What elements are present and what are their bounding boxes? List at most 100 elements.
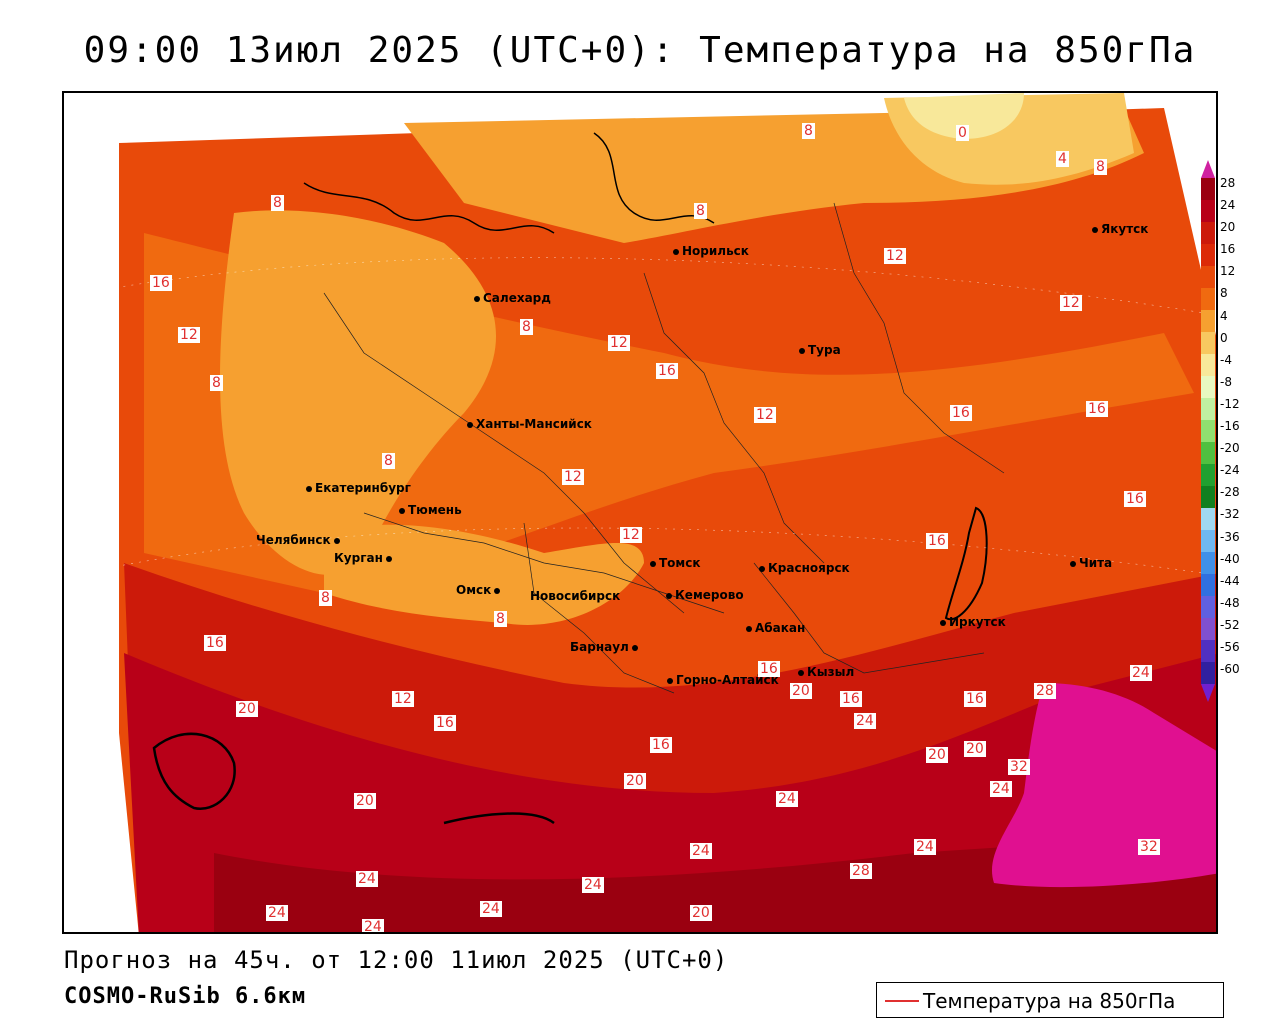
scale-swatch	[1201, 607, 1215, 618]
isoline-label: 24	[362, 919, 384, 934]
city-omsk: Омск	[456, 583, 503, 597]
isoline-label: 16	[204, 635, 226, 651]
scale-swatch	[1201, 541, 1215, 552]
scale-swatch	[1201, 387, 1215, 398]
scale-swatch	[1201, 662, 1215, 673]
isoline-label: 20	[964, 741, 986, 757]
isoline-label: 24	[266, 905, 288, 921]
city-kyzyl: Кызыл	[798, 665, 854, 679]
isoline-label: 16	[650, 737, 672, 753]
isoline-label: 8	[210, 375, 223, 391]
scale-swatch	[1201, 244, 1215, 255]
isoline-label: 8	[802, 123, 815, 139]
isoline-label: 16	[950, 405, 972, 421]
isoline-label: 12	[608, 335, 630, 351]
city-yekaterinburg: Екатеринбург	[306, 481, 411, 495]
city-tyumen: Тюмень	[399, 503, 462, 517]
scale-label: 12	[1220, 264, 1236, 279]
isoline-label: 12	[392, 691, 414, 707]
legend-line	[885, 1000, 919, 1002]
scale-swatch	[1201, 321, 1215, 332]
scale-label: -40	[1220, 551, 1240, 566]
scale-swatch	[1201, 222, 1215, 233]
isoline-label: 16	[434, 715, 456, 731]
scale-swatch	[1201, 343, 1215, 354]
scale-top-arrow	[1201, 160, 1215, 178]
isoline-label: 8	[319, 590, 332, 606]
scale-label: -8	[1220, 374, 1232, 389]
isoline-label: 32	[1008, 759, 1030, 775]
city-chita: Чита	[1070, 556, 1112, 570]
scale-swatch	[1201, 376, 1215, 387]
isoline-label: 16	[1086, 401, 1108, 417]
scale-label: 28	[1220, 176, 1236, 190]
scale-swatch	[1201, 211, 1215, 222]
scale-swatch	[1201, 442, 1215, 453]
isoline-label: 12	[178, 327, 200, 343]
scale-swatch	[1201, 596, 1215, 607]
isoline-label: 12	[884, 248, 906, 264]
scale-swatch	[1201, 398, 1215, 409]
forecast-info: Прогноз на 45ч. от 12:00 11июл 2025 (UTC…	[64, 946, 729, 974]
isoline-label: 8	[271, 195, 284, 211]
isoline-label: 24	[776, 791, 798, 807]
map-title: 09:00 13июл 2025 (UTC+0): Температура на…	[83, 30, 1197, 71]
scale-bottom-arrow	[1201, 684, 1215, 702]
scale-swatch	[1201, 409, 1215, 420]
scale-swatch	[1201, 651, 1215, 662]
scale-swatch	[1201, 618, 1215, 629]
isoline-label: 24	[690, 843, 712, 859]
isoline-label: 32	[1138, 839, 1160, 855]
scale-swatch	[1201, 310, 1215, 321]
temperature-map: Салехард Норильск Якутск Тура Ханты-Манс…	[62, 91, 1218, 934]
scale-swatch	[1201, 585, 1215, 596]
scale-swatch	[1201, 431, 1215, 442]
scale-swatch	[1201, 277, 1215, 288]
isoline-label: 8	[1094, 159, 1107, 175]
city-krasnoyarsk: Красноярск	[759, 561, 850, 575]
city-tura: Тура	[799, 343, 841, 357]
scale-swatch	[1201, 464, 1215, 475]
isoline-label: 24	[914, 839, 936, 855]
isoline-label: 24	[854, 713, 876, 729]
scale-swatch	[1201, 475, 1215, 486]
scale-label: -52	[1220, 617, 1240, 632]
scale-label: -16	[1220, 419, 1240, 434]
isoline-label: 28	[1034, 683, 1056, 699]
scale-label: 16	[1220, 242, 1236, 257]
city-novosibirsk: Новосибирск	[530, 589, 621, 603]
legend-label: Температура на 850гПа	[923, 989, 1176, 1013]
scale-swatch	[1201, 233, 1215, 244]
scale-swatch	[1201, 673, 1215, 684]
scale-label: -36	[1220, 529, 1240, 544]
scale-swatch	[1201, 508, 1215, 519]
isoline-label: 12	[562, 469, 584, 485]
scale-swatch	[1201, 574, 1215, 585]
isoline-label: 0	[956, 125, 969, 141]
scale-label: 20	[1220, 220, 1236, 235]
city-kemerovo: Кемерово	[666, 588, 744, 602]
isoline-label: 16	[964, 691, 986, 707]
scale-label: -32	[1220, 507, 1240, 522]
scale-label: -48	[1220, 595, 1240, 610]
isoline-label: 28	[850, 863, 872, 879]
city-abakan: Абакан	[746, 621, 805, 635]
isoline-label: 20	[236, 701, 258, 717]
city-salekhard: Салехард	[474, 291, 551, 305]
isoline-label: 8	[494, 611, 507, 627]
scale-swatch	[1201, 189, 1215, 200]
isoline-label: 24	[480, 901, 502, 917]
scale-label: -4	[1220, 352, 1232, 367]
scale-labels: 28 24 20 16 12 8 4 0 -4 -8 -12 -16 -20 -24 -28 -32 -36 -4…	[1220, 172, 1240, 680]
scale-label: 24	[1220, 198, 1236, 213]
isoline-label: 12	[1060, 295, 1082, 311]
isoline-label: 8	[382, 453, 395, 469]
scale-swatch	[1201, 530, 1215, 541]
scale-swatch	[1201, 497, 1215, 508]
scale-swatch	[1201, 552, 1215, 563]
scale-swatch	[1201, 486, 1215, 497]
model-name: COSMO-RuSib 6.6км	[64, 984, 307, 1009]
isoline-label: 24	[1130, 665, 1152, 681]
color-scale	[1200, 160, 1216, 702]
scale-label: -44	[1220, 573, 1240, 588]
